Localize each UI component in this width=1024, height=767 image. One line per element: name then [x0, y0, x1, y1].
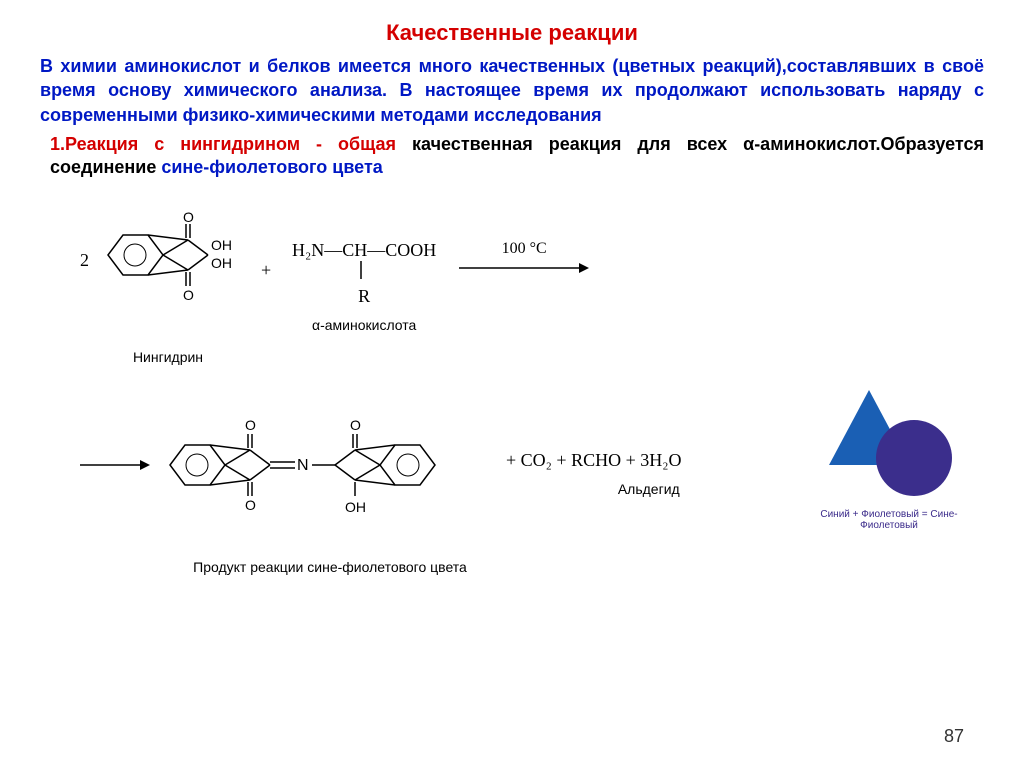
temperature-label: 100 °C: [459, 240, 589, 258]
amino-r: R: [289, 286, 439, 307]
point1-prefix: 1.Реакция с нингидрином - общая: [50, 134, 396, 154]
svg-text:O: O: [350, 417, 361, 433]
coefficient-2: 2: [80, 250, 89, 271]
amino-label: α-аминокислота: [289, 317, 439, 333]
reaction-arrow-1: 100 °C: [459, 240, 589, 283]
svg-text:O: O: [183, 210, 194, 225]
reaction-scheme: 2 O O: [40, 200, 984, 580]
color-mix-diagram: Синий + Фиолетовый = Сине-Фиолетовый: [804, 380, 974, 531]
svg-text:O: O: [183, 287, 194, 303]
intro-paragraph: В химии аминокислот и белков имеется мно…: [40, 54, 984, 127]
ninhydrin-label: Нингидрин: [93, 349, 243, 365]
svg-text:N: N: [297, 457, 309, 474]
page-title: Качественные реакции: [40, 20, 984, 46]
point1-color-phrase: сине-фиолетового цвета: [161, 157, 382, 177]
svg-text:O: O: [245, 417, 256, 433]
plus-sign-1: +: [261, 260, 271, 281]
product-structure: O O N O: [160, 400, 500, 575]
point1-mid: качественная реакция для всех: [396, 134, 743, 154]
byproducts-block: + CO₂ + RCHO + 3H₂O Альдегид: [506, 450, 682, 497]
svg-text:OH: OH: [211, 237, 232, 253]
page-number: 87: [944, 726, 964, 747]
aldehyde-label: Альдегид: [616, 481, 682, 497]
amino-top-line: H₂N—CH—COOH: [289, 240, 439, 261]
svg-text:OH: OH: [345, 499, 366, 515]
reaction-arrow-2: [80, 455, 150, 480]
point1-alpha: α-аминокислот.: [743, 134, 880, 154]
color-caption: Синий + Фиолетовый = Сине-Фиолетовый: [804, 509, 974, 531]
svg-text:O: O: [245, 497, 256, 513]
product-label: Продукт реакции сине-фиолетового цвета: [160, 559, 500, 575]
amino-acid-structure: H₂N—CH—COOH R α-аминокислота: [289, 240, 439, 333]
byproducts-formula: + CO₂ + RCHO + 3H₂O: [506, 450, 682, 471]
svg-text:OH: OH: [211, 255, 232, 271]
point-1: 1.Реакция с нингидрином - общая качестве…: [40, 133, 984, 180]
ninhydrin-structure: O O OH OH Нингидрин: [93, 210, 243, 365]
